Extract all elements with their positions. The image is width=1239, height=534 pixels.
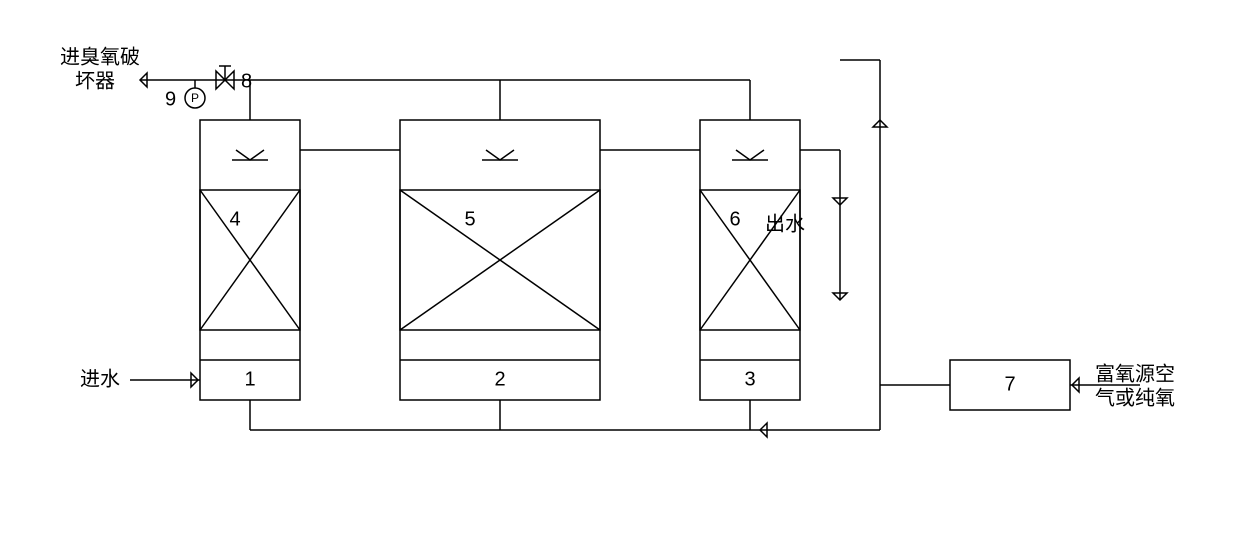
label-9: 9: [165, 88, 176, 110]
column-number-3: 3: [744, 368, 755, 390]
label-7: 7: [1004, 373, 1015, 395]
process-flow-diagram: 415263进臭氧破坏器89P进水出水7富氧源空气或纯氧: [0, 0, 1239, 534]
column-2: 52: [400, 120, 600, 400]
column-3: 63: [700, 120, 800, 400]
column-1: 41: [200, 120, 300, 400]
label-oxygen-source-1: 富氧源空: [1095, 362, 1175, 385]
packing-label-6: 6: [729, 208, 740, 230]
label-ozone-destructor-1: 进臭氧破: [60, 45, 140, 68]
label-8: 8: [241, 70, 252, 92]
label-inlet: 进水: [80, 367, 120, 390]
column-number-2: 2: [494, 368, 505, 390]
packing-label-5: 5: [464, 208, 475, 230]
column-number-1: 1: [244, 368, 255, 390]
label-oxygen-source-2: 气或纯氧: [1095, 386, 1175, 409]
label-outlet: 出水: [765, 212, 805, 235]
label-ozone-destructor-2: 坏器: [75, 69, 115, 92]
svg-text:P: P: [191, 91, 199, 105]
packing-label-4: 4: [229, 208, 240, 230]
